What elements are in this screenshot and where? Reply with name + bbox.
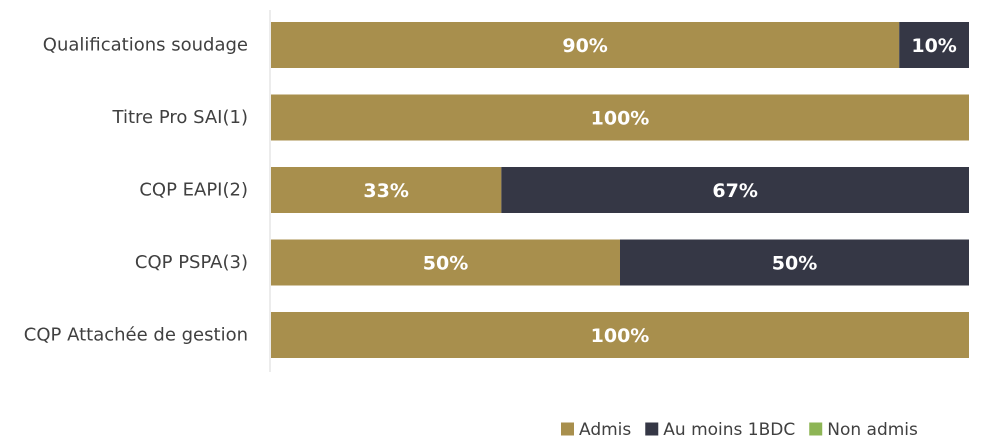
- data-label: 50%: [423, 253, 468, 275]
- data-label: 100%: [591, 325, 650, 347]
- legend-swatch: [809, 422, 823, 436]
- data-label: 10%: [911, 35, 956, 57]
- bar-segment: [899, 22, 969, 68]
- legend-label: Non admis: [827, 420, 918, 439]
- category-label: CQP Attachée de gestion: [24, 325, 248, 346]
- bar-segment: [271, 22, 900, 68]
- legend-swatch: [561, 422, 574, 436]
- legend-label: Admis: [579, 420, 631, 439]
- bars-group: 90% 10% 100% 33% 67% 50% 50% 100%: [271, 22, 969, 358]
- bar-segment: [271, 239, 620, 286]
- bar-segment: [271, 94, 969, 141]
- bar-segment: [501, 167, 969, 213]
- bar-segment: [271, 312, 969, 358]
- bar-segment: [271, 167, 502, 213]
- legend: Admis Au moins 1BDC Non admis: [561, 420, 918, 439]
- data-label: 90%: [562, 35, 607, 57]
- category-label: Qualifications soudage: [43, 35, 248, 56]
- category-label: CQP EAPI(2): [139, 180, 248, 201]
- data-label: 67%: [712, 180, 757, 202]
- legend-label: Au moins 1BDC: [663, 420, 795, 439]
- category-label: CQP PSPA(3): [135, 252, 248, 273]
- legend-swatch: [645, 422, 659, 436]
- category-labels-group: Qualifications soudage Titre Pro SAI(1) CQ…: [24, 35, 248, 346]
- data-label: 100%: [591, 108, 650, 130]
- bar-segment: [620, 239, 969, 286]
- category-label: Titre Pro SAI(1): [112, 107, 248, 128]
- data-label: 50%: [772, 253, 817, 275]
- data-label: 33%: [363, 180, 408, 202]
